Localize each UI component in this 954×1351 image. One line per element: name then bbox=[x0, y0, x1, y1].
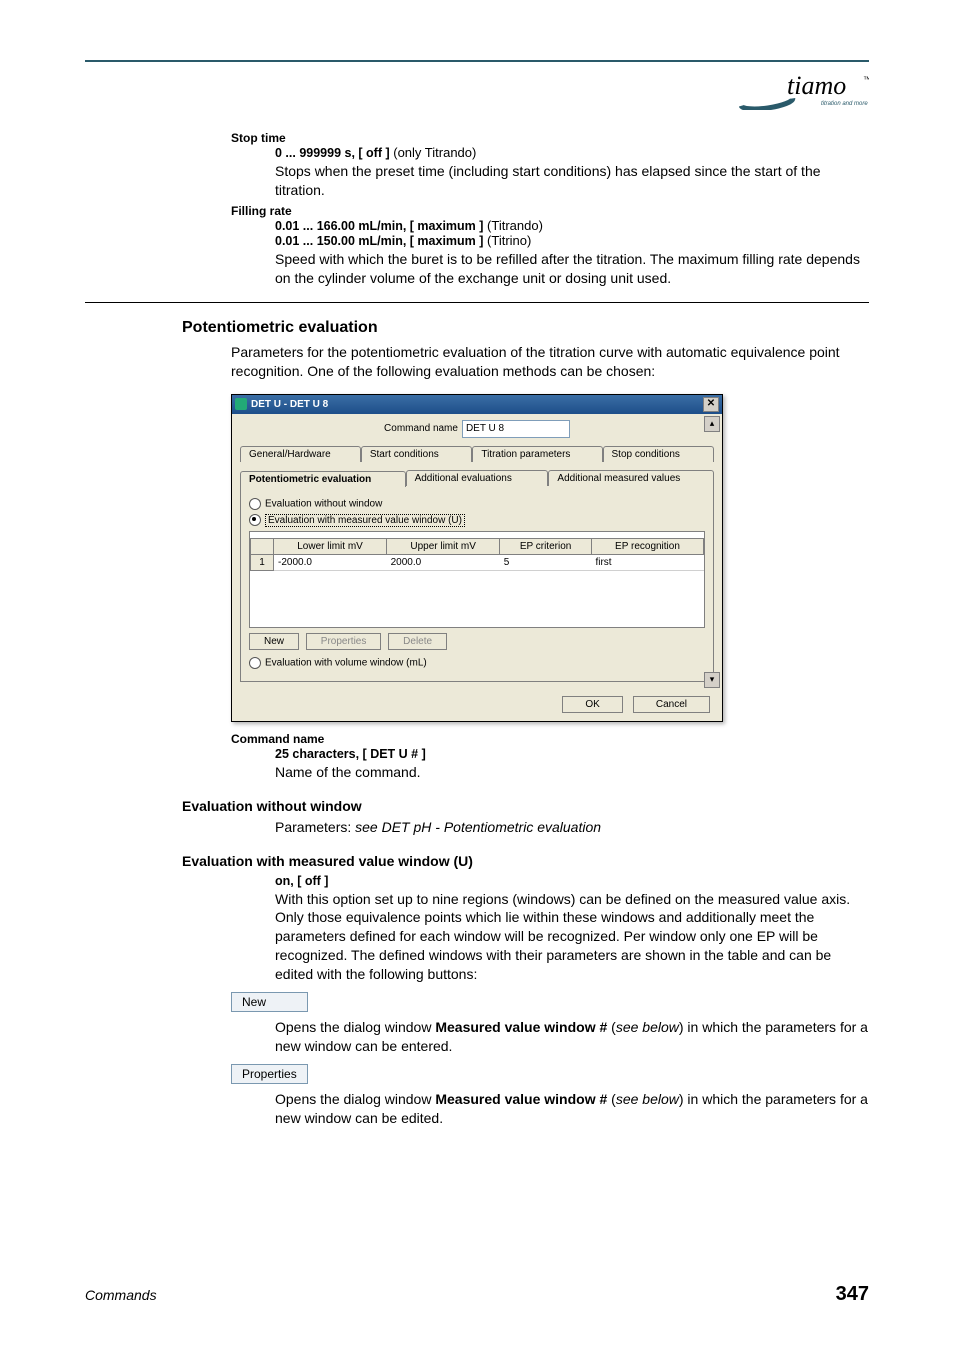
new-desc-mid: ( bbox=[607, 1019, 616, 1035]
cancel-button[interactable]: Cancel bbox=[633, 696, 710, 713]
scroll-up-button[interactable]: ▴ bbox=[704, 416, 720, 432]
command-name-input[interactable] bbox=[462, 420, 570, 438]
tab-titration-param[interactable]: Titration parameters bbox=[472, 446, 602, 462]
ok-button[interactable]: OK bbox=[562, 696, 622, 713]
radio-eval-mv-window-label: Evaluation with measured value window (U… bbox=[265, 514, 465, 527]
filling-rate-v2: 0.01 ... 150.00 mL/min, [ maximum ] bbox=[275, 234, 483, 248]
tab-stop-cond[interactable]: Stop conditions bbox=[603, 446, 714, 462]
filling-rate-q2: (Titrino) bbox=[483, 233, 531, 248]
command-name-desc: Name of the command. bbox=[275, 763, 869, 782]
close-icon[interactable]: ✕ bbox=[703, 397, 719, 412]
command-name-label: Command name bbox=[384, 423, 458, 434]
new-desc-it: see below bbox=[616, 1019, 679, 1035]
table-hdr-lower[interactable]: Lower limit mV bbox=[274, 538, 387, 554]
filling-rate-label: Filling rate bbox=[231, 204, 869, 218]
delete-button[interactable]: Delete bbox=[388, 633, 447, 650]
pot-eval-heading: Potentiometric evaluation bbox=[182, 319, 869, 337]
radio-eval-no-window[interactable] bbox=[249, 498, 261, 510]
prop-desc-mid: ( bbox=[607, 1091, 616, 1107]
stop-time-label: Stop time bbox=[231, 131, 869, 145]
table-row[interactable]: 1 -2000.0 2000.0 5 first bbox=[251, 554, 704, 570]
cell-upper: 2000.0 bbox=[387, 554, 500, 570]
footer-section: Commands bbox=[85, 1287, 157, 1303]
header-rule bbox=[85, 60, 869, 62]
cell-crit: 5 bbox=[500, 554, 592, 570]
table-hdr-crit[interactable]: EP criterion bbox=[500, 538, 592, 554]
properties-button[interactable]: Properties bbox=[306, 633, 382, 650]
radio-eval-vol-window-label: Evaluation with volume window (mL) bbox=[265, 657, 427, 668]
radio-eval-mv-window[interactable] bbox=[249, 514, 261, 526]
filling-rate-v1: 0.01 ... 166.00 mL/min, [ maximum ] bbox=[275, 219, 483, 233]
stop-time-qual: (only Titrando) bbox=[390, 145, 477, 160]
table-hdr-idx bbox=[251, 538, 274, 554]
eval-no-window-link: see DET pH - Potentiometric evaluation bbox=[355, 819, 601, 835]
filling-rate-desc: Speed with which the buret is to be refi… bbox=[275, 250, 869, 288]
tabs-row-2: Potentiometric evaluation Additional eva… bbox=[240, 470, 714, 486]
tab-start-cond[interactable]: Start conditions bbox=[361, 446, 472, 462]
tab-pot-eval[interactable]: Potentiometric evaluation bbox=[240, 471, 406, 487]
tabs-row-1: General/Hardware Start conditions Titrat… bbox=[240, 446, 714, 462]
svg-text:titration and more: titration and more bbox=[821, 101, 868, 107]
stop-time-value: 0 ... 999999 s, [ off ] bbox=[275, 146, 390, 160]
prop-desc-bold: Measured value window # bbox=[435, 1091, 607, 1107]
radio-eval-vol-window[interactable] bbox=[249, 657, 261, 669]
section-rule bbox=[85, 302, 869, 303]
stop-time-desc: Stops when the preset time (including st… bbox=[275, 162, 869, 200]
cell-idx: 1 bbox=[251, 554, 274, 570]
dialog-window: DET U - DET U 8 ✕ ▴ Command name General… bbox=[231, 394, 723, 722]
new-button-image: New bbox=[231, 992, 308, 1012]
new-desc-bold: Measured value window # bbox=[435, 1019, 607, 1035]
tab-add-eval[interactable]: Additional evaluations bbox=[406, 470, 549, 486]
dialog-title-text: DET U - DET U 8 bbox=[251, 399, 328, 410]
cell-recog: first bbox=[591, 554, 703, 570]
eval-mv-desc: With this option set up to nine regions … bbox=[275, 890, 869, 984]
eval-mv-head: Evaluation with measured value window (U… bbox=[182, 853, 869, 869]
radio-eval-no-window-label: Evaluation without window bbox=[265, 498, 382, 509]
command-name-label2: Command name bbox=[231, 732, 869, 746]
prop-desc-pre: Opens the dialog window bbox=[275, 1091, 435, 1107]
eval-no-window-pre: Parameters: bbox=[275, 819, 355, 835]
svg-text:™: ™ bbox=[863, 75, 869, 84]
tab-pane: Evaluation without window Evaluation wit… bbox=[240, 485, 714, 682]
table-hdr-upper[interactable]: Upper limit mV bbox=[387, 538, 500, 554]
svg-text:tiamo: tiamo bbox=[787, 71, 846, 100]
window-table: Lower limit mV Upper limit mV EP criteri… bbox=[249, 531, 705, 628]
pot-eval-intro: Parameters for the potentiometric evalua… bbox=[231, 343, 869, 382]
eval-mv-value: on, [ off ] bbox=[275, 874, 328, 888]
tab-add-meas[interactable]: Additional measured values bbox=[548, 470, 714, 486]
scroll-down-button[interactable]: ▾ bbox=[704, 672, 720, 688]
new-button[interactable]: New bbox=[249, 633, 299, 650]
app-icon bbox=[235, 398, 247, 410]
new-desc-pre: Opens the dialog window bbox=[275, 1019, 435, 1035]
cell-lower: -2000.0 bbox=[274, 554, 387, 570]
logo: tiamo ™ titration and more bbox=[85, 70, 869, 113]
prop-desc-it: see below bbox=[616, 1091, 679, 1107]
page-number: 347 bbox=[836, 1283, 869, 1306]
filling-rate-q1: (Titrando) bbox=[483, 218, 542, 233]
properties-button-image: Properties bbox=[231, 1064, 308, 1084]
dialog-titlebar: DET U - DET U 8 ✕ bbox=[232, 395, 722, 414]
tab-general[interactable]: General/Hardware bbox=[240, 446, 361, 462]
table-hdr-recog[interactable]: EP recognition bbox=[591, 538, 703, 554]
eval-no-window-head: Evaluation without window bbox=[182, 798, 869, 814]
command-name-value: 25 characters, [ DET U # ] bbox=[275, 747, 426, 761]
